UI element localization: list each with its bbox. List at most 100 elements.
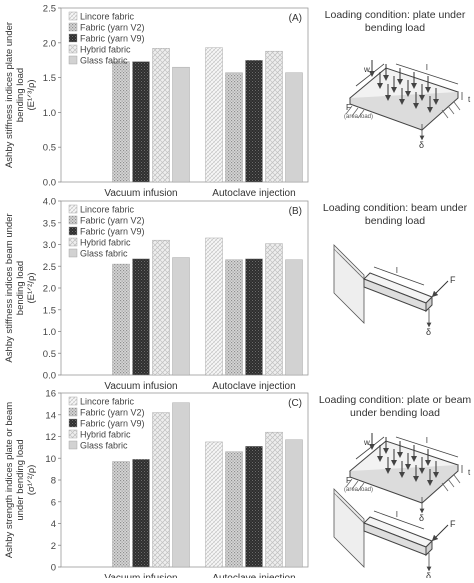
length-label: l	[426, 436, 428, 445]
x-category-label: Vacuum infusion	[104, 188, 177, 199]
bar	[225, 72, 243, 183]
force-label: F	[346, 476, 351, 485]
legend-swatch	[68, 396, 78, 406]
plate-side	[349, 465, 459, 504]
bar	[285, 72, 303, 183]
y-axis-label-line: Ashby strength indices plate or beam	[4, 402, 15, 558]
loading-sketch-1: w l t F (area load) δ	[344, 60, 471, 150]
y-tick-label: 2.5	[43, 4, 56, 15]
y-tick-label: 0.0	[43, 178, 56, 189]
length-dimension	[373, 266, 425, 286]
thickness-label: t	[468, 468, 471, 477]
length-dimension	[373, 510, 425, 530]
y-tick-label: 4	[51, 519, 56, 530]
y-tick-label: 14	[45, 410, 56, 421]
width-label: w	[363, 438, 370, 447]
panel-label: (C)	[288, 398, 302, 409]
bar	[225, 451, 243, 568]
plate-side	[349, 92, 459, 131]
legend-label: Lincore fabric	[80, 205, 135, 215]
loading-condition-title: Loading condition: beam under	[323, 202, 468, 214]
bar	[245, 446, 263, 568]
y-tick-label: 3.5	[43, 218, 56, 229]
legend-swatch	[68, 11, 78, 21]
width-dimension	[355, 436, 385, 460]
y-axis-label-line: bending load	[15, 261, 26, 315]
length-dimension	[395, 63, 459, 85]
y-tick-label: 12	[45, 432, 56, 443]
x-category-label: Autoclave injection	[212, 188, 295, 199]
legend-label: Fabric (yarn V2)	[80, 23, 145, 33]
panel-label: (B)	[289, 206, 302, 217]
legend-label: Hybrid fabric	[80, 430, 131, 440]
y-axis-label: Ashby stiffness indices beam underbendin…	[4, 213, 37, 362]
wall	[333, 488, 365, 568]
plate-sketch: w l t F (area load) δ	[344, 433, 471, 523]
area-load-label: (area load)	[344, 487, 373, 493]
loading-condition-title: under bending load	[350, 407, 440, 419]
chart-panel-1: 0.0 0.5 1.0 1.5 2.0 2.5 Ashby stiffness indice…	[4, 4, 466, 200]
width-label: w	[363, 65, 370, 74]
beam-end	[425, 539, 433, 557]
plate-sketch: w l t F (area load) δ	[344, 60, 471, 150]
bar	[112, 61, 130, 183]
support-hatch-right	[441, 474, 461, 492]
bar	[172, 66, 190, 183]
legend-label: Fabric (yarn V2)	[80, 216, 145, 226]
legend-swatch	[68, 248, 78, 258]
y-tick-label: 1.0	[43, 108, 56, 119]
y-axis-label: Ashby stiffness indices plate underbendi…	[4, 22, 37, 168]
y-axis-label-line: (σ¹ᐟ²/ρ)	[26, 465, 37, 496]
y-tick-label: 0.5	[43, 349, 56, 360]
legend-label: Fabric (yarn V9)	[80, 227, 145, 237]
legend-label: Glass fabric	[80, 56, 128, 66]
length-label: l	[396, 266, 398, 275]
bar	[265, 431, 283, 568]
beam-end	[425, 295, 433, 313]
area-load-label: (area load)	[344, 114, 373, 120]
x-category-label: Vacuum infusion	[104, 573, 177, 578]
bar	[132, 258, 150, 376]
y-axis-label-line: bending load	[15, 68, 26, 122]
force-label: F	[346, 103, 351, 112]
legend-label: Hybrid fabric	[80, 238, 131, 248]
y-tick-label: 1.0	[43, 327, 56, 338]
bar	[172, 257, 190, 376]
wall	[333, 244, 365, 324]
beam-sketch: l Fδ	[333, 488, 456, 581]
y-tick-label: 1.5	[43, 73, 56, 84]
y-axis-label-line: Ashby stiffness indices beam under	[4, 213, 15, 362]
bar	[265, 50, 283, 183]
bar	[132, 61, 150, 183]
bar	[265, 243, 283, 376]
loading-condition-title: Loading condition: plate under	[325, 9, 466, 21]
y-tick-label: 8	[51, 476, 56, 487]
loading-sketch-2: l Fδ	[333, 244, 456, 337]
legend-swatch	[68, 44, 78, 54]
deflection-label: δ	[419, 513, 424, 523]
x-category-label: Autoclave injection	[212, 381, 295, 392]
support-hatch-right	[441, 101, 461, 119]
bar	[112, 263, 130, 376]
bar	[152, 239, 170, 376]
x-category-label: Vacuum infusion	[104, 381, 177, 392]
legend-swatch	[68, 237, 78, 247]
bar	[285, 439, 303, 568]
legend-label: Hybrid fabric	[80, 45, 131, 55]
support-hatch-left	[345, 478, 365, 492]
y-axis-label: Ashby strength indices plate or beamunde…	[4, 402, 37, 558]
loading-condition-title: bending load	[365, 215, 425, 227]
legend-swatch	[68, 407, 78, 417]
loading-condition-title: Loading condition: plate or beam	[319, 394, 472, 406]
support-hatch-left	[345, 105, 365, 119]
bar	[225, 259, 243, 376]
x-category-label: Autoclave injection	[212, 573, 295, 578]
force-label: F	[450, 519, 456, 529]
legend-swatch	[68, 55, 78, 65]
legend-swatch	[68, 226, 78, 236]
y-axis-label-line: (E¹ᐟ³/ρ)	[26, 79, 37, 110]
force-arrow	[431, 524, 449, 542]
bar	[172, 402, 190, 568]
deflection-label: δ	[426, 571, 431, 578]
